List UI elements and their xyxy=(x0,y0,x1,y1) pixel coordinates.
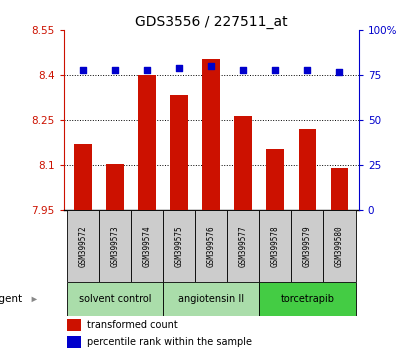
Bar xyxy=(258,282,355,316)
Text: GSM399580: GSM399580 xyxy=(334,225,343,267)
Point xyxy=(335,69,342,74)
Bar xyxy=(170,95,187,210)
Point xyxy=(303,67,310,73)
Point xyxy=(207,63,214,69)
Text: GSM399578: GSM399578 xyxy=(270,225,279,267)
Bar xyxy=(99,210,130,282)
Point xyxy=(175,65,182,71)
Bar xyxy=(195,210,227,282)
Text: GSM399576: GSM399576 xyxy=(206,225,215,267)
Text: transformed count: transformed count xyxy=(87,320,178,330)
Text: GSM399575: GSM399575 xyxy=(174,225,183,267)
Bar xyxy=(266,149,283,210)
Bar xyxy=(330,168,348,210)
Bar xyxy=(234,116,252,210)
Bar xyxy=(227,210,258,282)
Point xyxy=(111,67,118,73)
Point xyxy=(239,67,246,73)
Bar xyxy=(67,210,99,282)
Point xyxy=(143,67,150,73)
Text: solvent control: solvent control xyxy=(79,295,151,304)
Bar xyxy=(74,144,91,210)
Bar xyxy=(67,282,163,316)
Bar xyxy=(138,75,155,210)
Text: GSM399573: GSM399573 xyxy=(110,225,119,267)
Text: percentile rank within the sample: percentile rank within the sample xyxy=(87,337,252,347)
Title: GDS3556 / 227511_at: GDS3556 / 227511_at xyxy=(135,15,287,29)
Bar xyxy=(66,336,81,348)
Text: angiotensin II: angiotensin II xyxy=(178,295,244,304)
Text: agent: agent xyxy=(0,295,22,304)
Text: GSM399579: GSM399579 xyxy=(302,225,311,267)
Bar xyxy=(258,210,291,282)
Point xyxy=(272,67,278,73)
Point xyxy=(79,67,86,73)
Bar xyxy=(66,319,81,331)
Bar xyxy=(202,59,220,210)
Text: torcetrapib: torcetrapib xyxy=(280,295,334,304)
Text: GSM399572: GSM399572 xyxy=(78,225,87,267)
Text: GSM399574: GSM399574 xyxy=(142,225,151,267)
Bar xyxy=(106,164,124,210)
Bar xyxy=(291,210,323,282)
Bar xyxy=(163,282,258,316)
Bar xyxy=(130,210,163,282)
Bar xyxy=(323,210,355,282)
Bar xyxy=(298,129,315,210)
Text: GSM399577: GSM399577 xyxy=(238,225,247,267)
Bar xyxy=(163,210,195,282)
